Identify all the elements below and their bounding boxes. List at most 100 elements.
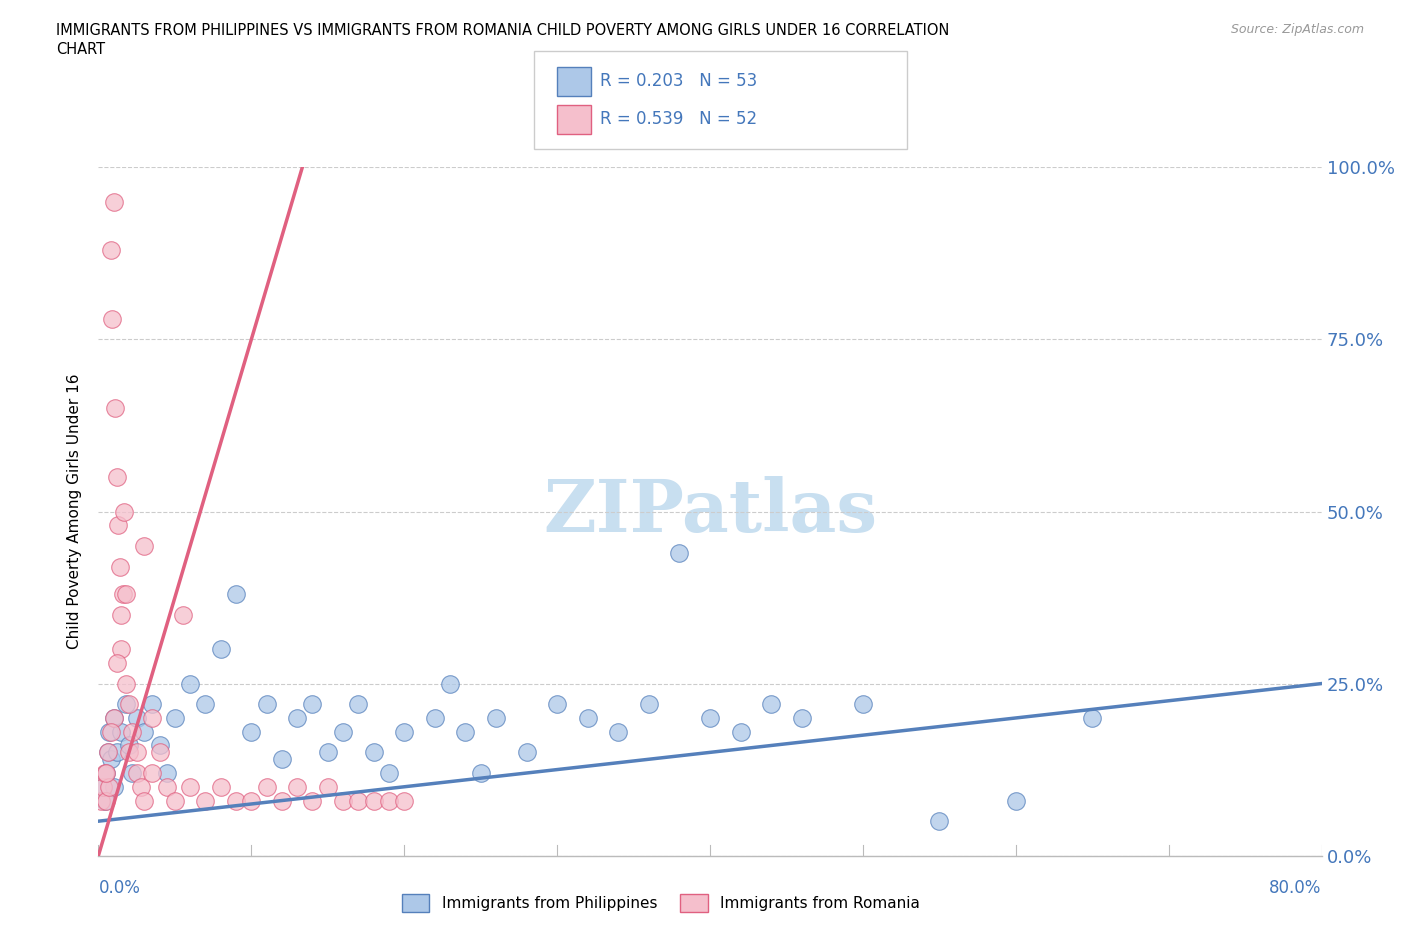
- Legend: Immigrants from Philippines, Immigrants from Romania: Immigrants from Philippines, Immigrants …: [396, 888, 925, 918]
- Point: [94, 765, 117, 780]
- Point: [256, 779, 278, 794]
- Point: [103, 779, 125, 794]
- Point: [301, 793, 323, 808]
- Point: [141, 697, 163, 711]
- Text: R = 0.203   N = 53: R = 0.203 N = 53: [600, 72, 758, 89]
- Point: [163, 711, 186, 725]
- Point: [576, 711, 599, 725]
- Point: [225, 793, 247, 808]
- Point: [110, 642, 132, 657]
- Point: [179, 779, 201, 794]
- Point: [790, 711, 813, 725]
- Point: [110, 607, 132, 622]
- Text: CHART: CHART: [56, 42, 105, 57]
- Point: [730, 724, 752, 739]
- Point: [516, 745, 538, 760]
- Y-axis label: Child Poverty Among Girls Under 16: Child Poverty Among Girls Under 16: [67, 374, 83, 649]
- Point: [94, 765, 117, 780]
- Point: [270, 751, 294, 766]
- Point: [103, 711, 125, 725]
- Text: ZIPatlas: ZIPatlas: [543, 476, 877, 547]
- Point: [121, 724, 143, 739]
- Point: [607, 724, 630, 739]
- Point: [285, 711, 308, 725]
- Point: [100, 751, 122, 766]
- Point: [347, 793, 370, 808]
- Point: [316, 745, 339, 760]
- Point: [852, 697, 875, 711]
- Point: [156, 765, 179, 780]
- Point: [115, 587, 138, 602]
- Point: [110, 724, 132, 739]
- Point: [141, 765, 163, 780]
- Point: [101, 312, 124, 326]
- Point: [118, 745, 141, 760]
- Point: [103, 194, 125, 209]
- Point: [90, 793, 112, 808]
- Text: IMMIGRANTS FROM PHILIPPINES VS IMMIGRANTS FROM ROMANIA CHILD POVERTY AMONG GIRLS: IMMIGRANTS FROM PHILIPPINES VS IMMIGRANT…: [56, 23, 949, 38]
- Point: [115, 676, 138, 691]
- Point: [638, 697, 661, 711]
- Point: [134, 538, 156, 553]
- Point: [1004, 793, 1026, 808]
- Point: [928, 814, 950, 829]
- Point: [98, 724, 121, 739]
- Point: [363, 793, 385, 808]
- Point: [392, 793, 416, 808]
- Point: [91, 779, 114, 794]
- Point: [141, 711, 163, 725]
- Point: [363, 745, 385, 760]
- Point: [103, 711, 125, 725]
- Point: [172, 607, 194, 622]
- Point: [118, 738, 141, 753]
- Point: [163, 793, 186, 808]
- Point: [347, 697, 370, 711]
- Point: [256, 697, 278, 711]
- Point: [485, 711, 508, 725]
- Point: [125, 765, 148, 780]
- Point: [121, 765, 143, 780]
- Point: [97, 745, 120, 760]
- Point: [179, 676, 201, 691]
- Point: [392, 724, 416, 739]
- Point: [270, 793, 294, 808]
- Point: [209, 779, 232, 794]
- Point: [668, 545, 690, 560]
- Point: [423, 711, 446, 725]
- Point: [93, 765, 115, 780]
- Point: [115, 697, 138, 711]
- Point: [240, 793, 263, 808]
- Point: [134, 793, 156, 808]
- Point: [194, 793, 217, 808]
- Point: [316, 779, 339, 794]
- Point: [194, 697, 217, 711]
- Point: [439, 676, 461, 691]
- Point: [104, 401, 127, 416]
- Point: [225, 587, 247, 602]
- Point: [105, 745, 128, 760]
- Point: [761, 697, 783, 711]
- Point: [107, 518, 129, 533]
- Text: 80.0%: 80.0%: [1270, 879, 1322, 897]
- Point: [105, 656, 128, 671]
- Text: R = 0.539   N = 52: R = 0.539 N = 52: [600, 111, 758, 128]
- Point: [149, 745, 172, 760]
- Point: [301, 697, 323, 711]
- Point: [94, 793, 117, 808]
- Point: [240, 724, 263, 739]
- Point: [546, 697, 568, 711]
- Point: [91, 779, 114, 794]
- Point: [118, 697, 141, 711]
- Point: [129, 779, 152, 794]
- Point: [470, 765, 492, 780]
- Point: [332, 724, 354, 739]
- Point: [111, 587, 134, 602]
- Point: [134, 724, 156, 739]
- Point: [149, 738, 172, 753]
- Point: [378, 765, 401, 780]
- Point: [209, 642, 232, 657]
- Point: [98, 779, 121, 794]
- Point: [454, 724, 477, 739]
- Point: [699, 711, 721, 725]
- Point: [378, 793, 401, 808]
